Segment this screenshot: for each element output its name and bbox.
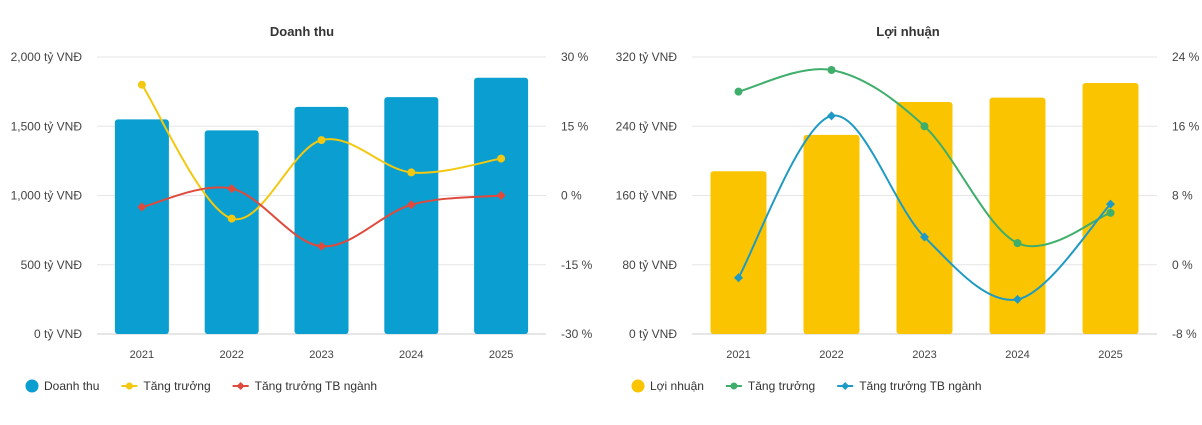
bar-2023[interactable] — [896, 102, 953, 334]
right-axis-tick-label: 30 % — [561, 50, 589, 64]
legend-swatch-marker — [841, 382, 850, 390]
series-point[interactable] — [1013, 294, 1022, 304]
series-point[interactable] — [734, 273, 743, 283]
x-axis-tick-label: 2024 — [399, 349, 423, 361]
series-point[interactable] — [1013, 239, 1022, 248]
bar-2024[interactable] — [989, 97, 1046, 334]
series-point[interactable] — [1106, 199, 1115, 209]
legend-label[interactable]: Tăng trưởng TB ngành — [255, 379, 377, 393]
series-point[interactable] — [920, 122, 929, 131]
legend-label[interactable]: Doanh thu — [44, 379, 99, 393]
x-axis-tick-label: 2025 — [489, 349, 513, 361]
right-axis-tick-label: 24 % — [1172, 50, 1200, 64]
x-axis-tick-label: 2023 — [912, 349, 936, 361]
legend: Lợi nhuận Tăng trưởng Tăng trưởng TB ngành — [631, 379, 982, 393]
left-axis-tick-label: 160 tỷ VNĐ — [616, 189, 678, 203]
series-point[interactable] — [317, 241, 326, 251]
x-axis-tick-label: 2024 — [1005, 349, 1029, 361]
x-axis-tick-label: 2025 — [1098, 349, 1122, 361]
left-axis-tick-label: 1,000 tỷ VNĐ — [11, 189, 83, 203]
series-point[interactable] — [827, 111, 836, 121]
legend-label[interactable]: Lợi nhuận — [650, 379, 704, 393]
series-point[interactable] — [137, 202, 147, 212]
x-axis-tick-label: 2023 — [309, 349, 333, 361]
left-axis-tick-label: 0 tỷ VNĐ — [34, 327, 82, 341]
legend-label[interactable]: Tăng trưởng TB ngành — [859, 379, 981, 393]
right-axis-tick-label: -30 % — [561, 327, 593, 341]
series-line-2 — [737, 114, 1112, 301]
left-axis-tick-label: 240 tỷ VNĐ — [616, 119, 678, 133]
bar-2023[interactable] — [294, 106, 349, 334]
x-axis-tick-label: 2021 — [130, 349, 154, 361]
right-axis-tick-label: 0 % — [561, 189, 582, 203]
legend-label[interactable]: Tăng trưởng — [748, 379, 815, 393]
right-axis-tick-label: -8 % — [1172, 327, 1197, 341]
left-axis-tick-label: 2,000 tỷ VNĐ — [11, 50, 83, 64]
series-point[interactable] — [227, 184, 237, 194]
bar-2021[interactable] — [114, 119, 169, 334]
chart-title: Doanh thu — [270, 24, 334, 39]
bar-2022[interactable] — [204, 130, 259, 334]
left-axis-tick-label: 500 tỷ VNĐ — [21, 258, 83, 272]
series-point[interactable] — [406, 200, 416, 210]
legend-swatch-marker — [236, 382, 245, 390]
left-axis-tick-label: 0 tỷ VNĐ — [629, 327, 677, 341]
legend-swatch-marker — [730, 382, 738, 390]
legend-swatch — [631, 379, 645, 393]
legend: Doanh thu Tăng trưởng Tăng trưởng TB ngành — [25, 379, 377, 393]
series-line-1 — [738, 68, 1111, 248]
left-axis-tick-label: 80 tỷ VNĐ — [622, 258, 677, 272]
series-point[interactable] — [497, 154, 506, 163]
left-axis-tick-label: 1,500 tỷ VNĐ — [11, 119, 83, 133]
bar-2025[interactable] — [474, 77, 529, 335]
x-axis-tick-label: 2021 — [726, 349, 750, 361]
bar-2022[interactable] — [803, 134, 860, 334]
series-point[interactable] — [137, 80, 146, 89]
right-axis-tick-label: 15 % — [561, 119, 589, 133]
chart-1: Doanh thu 0 tỷ VNĐ 500 tỷ VNĐ 1,000 tỷ VNĐ 1… — [11, 24, 593, 393]
x-axis-tick-label: 2022 — [219, 349, 243, 361]
series-point[interactable] — [227, 214, 236, 223]
x-axis-tick-label: 2022 — [819, 349, 843, 361]
right-axis-tick-label: 0 % — [1172, 258, 1193, 272]
series-point[interactable] — [317, 136, 326, 145]
chart-2: Lợi nhuận 0 tỷ VNĐ 80 tỷ VNĐ 160 tỷ VNĐ 240 … — [616, 24, 1200, 393]
series-point[interactable] — [407, 168, 416, 177]
chart-title: Lợi nhuận — [876, 24, 939, 39]
right-axis-tick-label: -15 % — [561, 258, 593, 272]
bar-2024[interactable] — [384, 97, 439, 334]
series-point[interactable] — [734, 87, 743, 96]
series-point[interactable] — [496, 191, 506, 200]
bar-2021[interactable] — [710, 171, 767, 334]
left-axis-tick-label: 320 tỷ VNĐ — [616, 50, 678, 64]
series-point[interactable] — [827, 65, 836, 74]
legend-swatch-marker — [125, 382, 133, 390]
legend-swatch — [25, 379, 39, 393]
legend-label[interactable]: Tăng trưởng — [143, 379, 210, 393]
right-axis-tick-label: 16 % — [1172, 119, 1200, 133]
series-line-1 — [141, 84, 502, 221]
right-axis-tick-label: 8 % — [1172, 189, 1193, 203]
series-point[interactable] — [920, 232, 929, 242]
series-point[interactable] — [1106, 208, 1115, 217]
